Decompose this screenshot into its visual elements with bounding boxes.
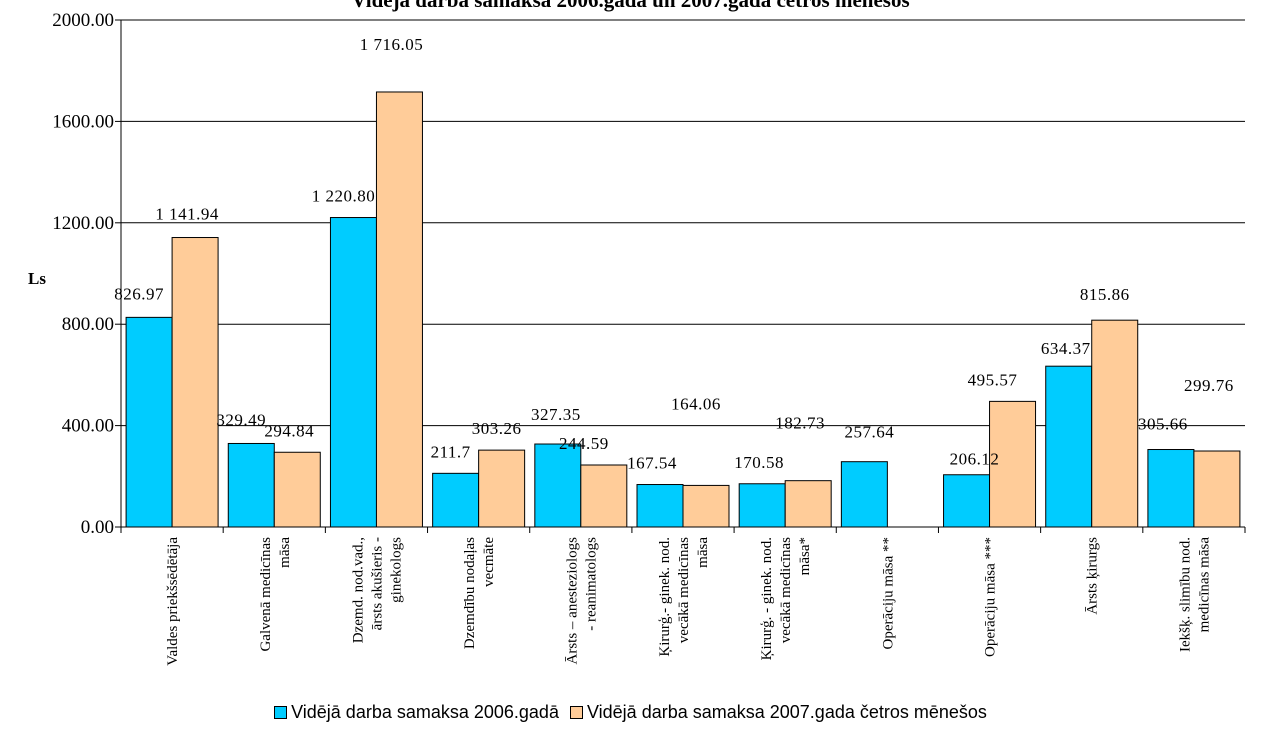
legend-swatch-2006 xyxy=(274,706,288,719)
bar xyxy=(682,484,730,528)
bar xyxy=(1045,365,1093,528)
y-tick-label: 1600.00 xyxy=(52,111,114,132)
y-tick-label: 1200.00 xyxy=(52,213,114,234)
data-label: 211.7 xyxy=(431,442,471,461)
legend-item-2006: Vidējā darba samaksa 2006.gadā xyxy=(274,702,559,723)
bar xyxy=(943,474,991,528)
legend-label-2007: Vidējā darba samaksa 2007.gada četros mē… xyxy=(586,702,987,722)
x-category-label: Ārsts – anesteziologs xyxy=(564,537,580,665)
bar xyxy=(375,91,423,528)
x-category-label: māsa xyxy=(695,537,711,568)
data-label: 244.59 xyxy=(559,434,609,453)
bar xyxy=(125,316,173,528)
data-label: 634.37 xyxy=(1041,339,1091,358)
bar xyxy=(738,483,786,528)
x-category-label: vecmāte xyxy=(481,537,497,587)
data-label: 257.64 xyxy=(844,423,894,442)
bar xyxy=(1091,319,1139,528)
data-label: 303.26 xyxy=(472,419,522,438)
data-label: 305.66 xyxy=(1138,415,1188,434)
data-label: 299.76 xyxy=(1184,376,1234,395)
legend-swatch-2007 xyxy=(569,706,583,719)
bar xyxy=(784,480,832,528)
x-category-label: vecākā medicīnas xyxy=(778,537,794,643)
bar xyxy=(329,217,377,528)
x-category-label: māsa* xyxy=(797,537,813,575)
legend-label-2006: Vidējā darba samaksa 2006.gadā xyxy=(291,702,559,722)
x-category-label: vecākā medicīnas xyxy=(676,537,692,643)
bar xyxy=(636,484,684,528)
bar xyxy=(227,442,275,528)
data-label: 826.97 xyxy=(114,284,164,303)
x-category-label: Ķirurģ.- ginek. nod. xyxy=(657,537,673,657)
data-label: 1 141.94 xyxy=(155,205,219,224)
x-category-label: Dzemdību nodaļas xyxy=(462,537,478,649)
data-label: 1 220.80 xyxy=(312,187,376,206)
x-category-label: Dzemd. nod.vad., xyxy=(350,537,366,643)
y-tick-label: 400.00 xyxy=(62,416,114,437)
bar xyxy=(171,237,219,528)
bar xyxy=(1193,450,1241,528)
bar-chart: 0.00 400.00 800.00 1200.00 1600.00 2000.00 Ls 8… xyxy=(28,10,1246,666)
y-tick-label: 2000.00 xyxy=(52,10,114,31)
y-axis-label: Ls xyxy=(28,269,46,288)
bar xyxy=(432,472,480,528)
data-label: 294.84 xyxy=(264,421,314,440)
x-category-label: medicīnas māsa xyxy=(1196,537,1212,633)
bar xyxy=(989,400,1037,528)
x-category-label: Operāciju māsa ** xyxy=(880,537,896,649)
data-label: 815.86 xyxy=(1080,285,1130,304)
data-label: 495.57 xyxy=(968,370,1018,389)
x-category-label: Ārsts ķirurgs xyxy=(1085,537,1101,615)
data-label: 327.35 xyxy=(531,405,581,424)
bar xyxy=(478,449,526,528)
y-tick-label: 0.00 xyxy=(81,517,114,538)
chart-legend: Vidējā darba samaksa 2006.gadā Vidējā da… xyxy=(0,702,1261,724)
y-tick-label: 800.00 xyxy=(62,314,114,335)
x-category-label: Galvenā medicīnas xyxy=(258,537,274,652)
x-category-label: Ķirurģ. - ginek. nod. xyxy=(759,537,775,660)
x-category-label: Operāciju māsa *** xyxy=(983,537,999,657)
data-label: 329.49 xyxy=(216,410,266,429)
chart-title: Vidējā darba samaksa 2006.gadā un 2007.g… xyxy=(351,0,910,12)
x-category-label: ginekologs xyxy=(388,537,404,603)
bar xyxy=(1147,449,1195,528)
x-category-label: ārsts akušieris - xyxy=(369,537,385,630)
data-label: 170.58 xyxy=(734,453,784,472)
x-category-label: Iekšķ. slimību nod. xyxy=(1177,537,1193,652)
data-label: 164.06 xyxy=(671,394,721,413)
data-label: 206.12 xyxy=(950,450,1000,469)
x-category-label: - reanimatologs xyxy=(583,537,599,631)
x-category-label: Valdes priekšsēdētāja xyxy=(165,537,181,666)
bar xyxy=(534,443,582,528)
bar xyxy=(840,461,888,528)
legend-item-2007: Vidējā darba samaksa 2007.gada četros mē… xyxy=(569,702,987,723)
x-category-label: māsa xyxy=(277,537,293,568)
data-label: 1 716.05 xyxy=(360,35,424,54)
bar xyxy=(580,464,628,528)
data-label: 182.73 xyxy=(775,414,825,433)
bar xyxy=(273,451,321,528)
data-label: 167.54 xyxy=(627,454,677,473)
